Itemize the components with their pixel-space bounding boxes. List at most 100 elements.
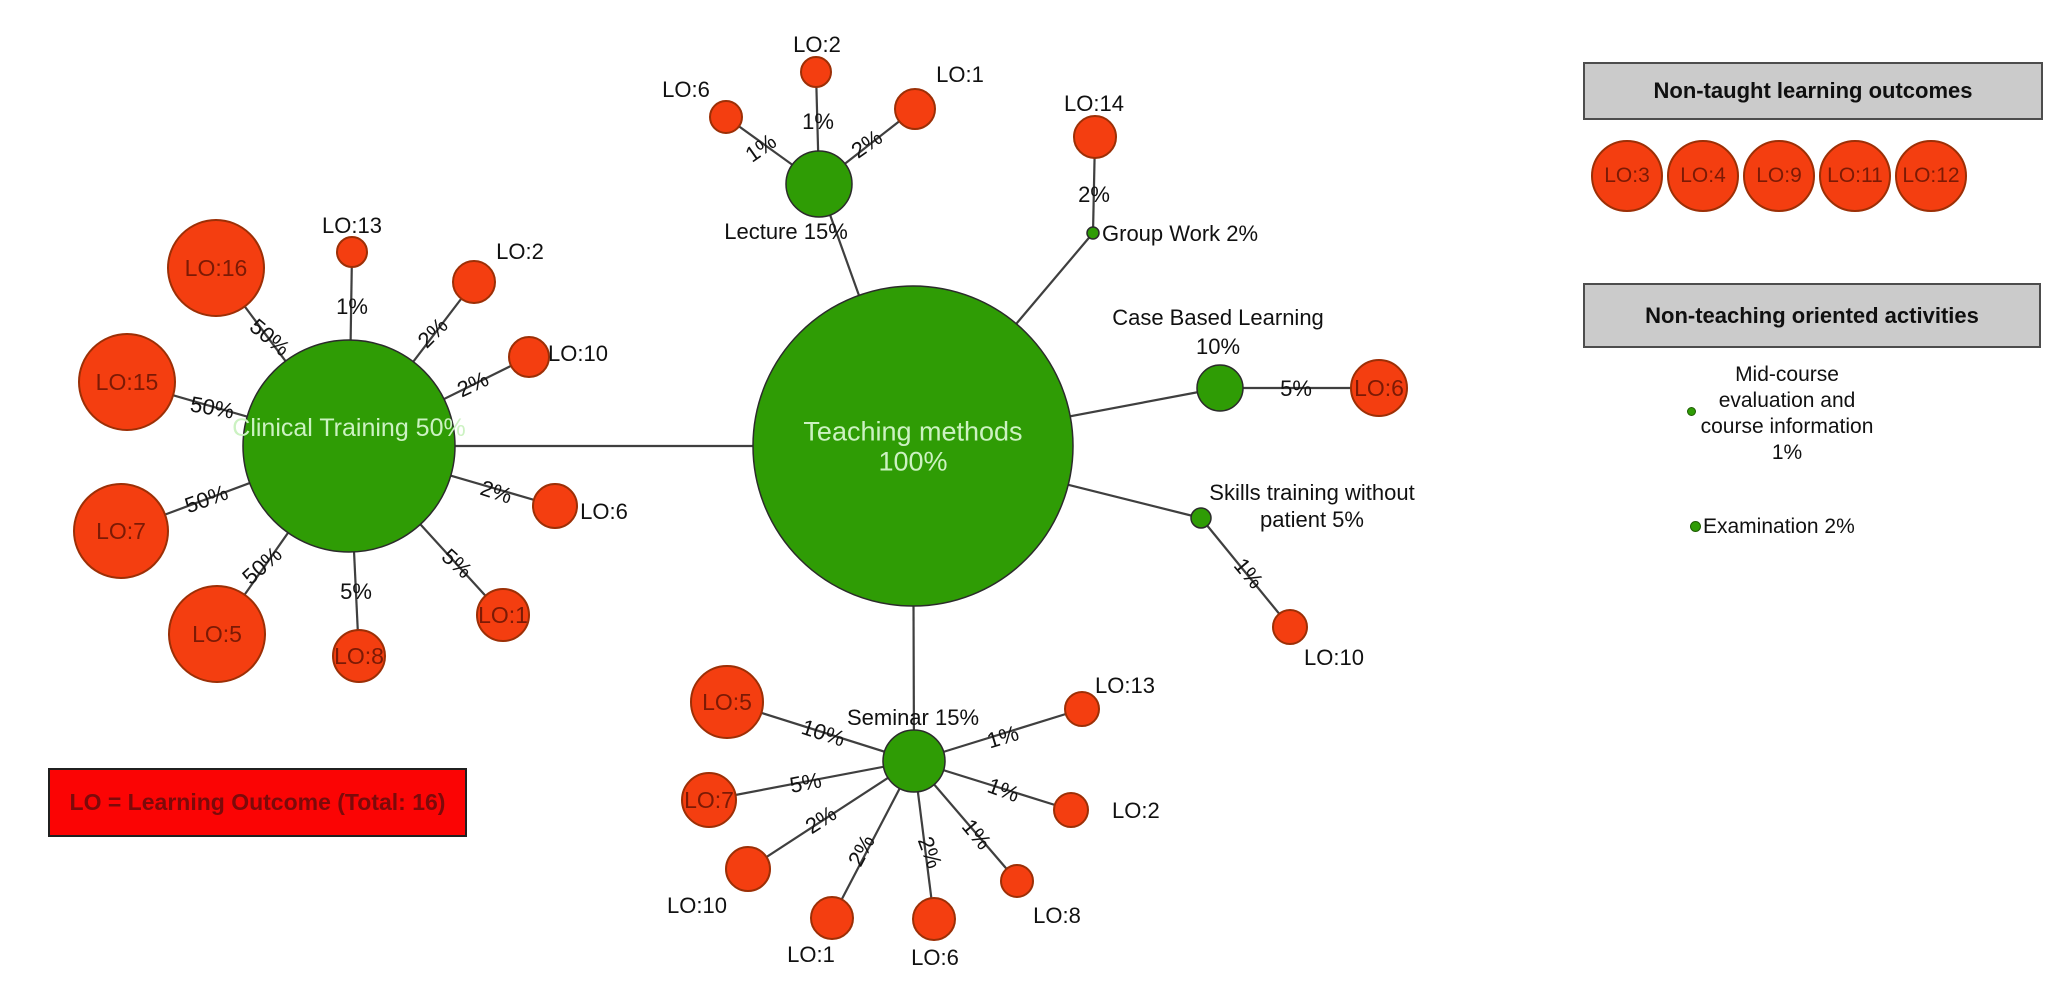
midcourse-line: course information	[1700, 415, 1874, 438]
edge-label-20: 2%	[913, 833, 947, 871]
legend-outcome-lo12: LO:12	[1895, 140, 1967, 212]
label-seminar: Seminar 15%	[847, 705, 979, 730]
edge-label-14: 5%	[1280, 376, 1312, 401]
node-sem_lo6	[912, 897, 956, 941]
label-cbl: 10%	[1196, 334, 1240, 359]
node-c_lo15	[78, 333, 176, 431]
legend-outcome-lo3: LO:3	[1591, 140, 1663, 212]
node-teaching	[752, 285, 1074, 607]
node-sem_lo1	[810, 896, 854, 940]
label-l-lo6: LO:6	[662, 77, 710, 102]
node-label-teaching: 100%	[878, 446, 947, 476]
label-c-lo10: LO:10	[548, 341, 608, 366]
node-seminar	[882, 729, 946, 793]
node-l_lo6	[709, 100, 743, 134]
node-c_lo8	[332, 629, 386, 683]
node-label-c_lo8: LO:8	[334, 643, 384, 669]
edge-label-21: 1%	[957, 814, 997, 854]
label-s-lo10: LO:10	[1304, 645, 1364, 670]
label-sem-lo13: LO:13	[1095, 673, 1155, 698]
legend-outcome-lo4: LO:4	[1667, 140, 1739, 212]
node-l_lo1	[894, 88, 936, 130]
node-c_lo2	[452, 260, 496, 304]
node-label-c_lo7: LO:7	[96, 518, 146, 544]
node-label-teaching: Teaching methods	[803, 416, 1022, 446]
node-c_lo1	[476, 588, 530, 642]
label-g-lo14: LO:14	[1064, 91, 1124, 116]
node-sem_lo5	[690, 665, 764, 739]
label-skills: Skills training without	[1209, 480, 1414, 505]
edge-skills-s_lo10	[1200, 517, 1291, 628]
edge-label-3: 50%	[237, 541, 286, 589]
node-c_lo13	[336, 236, 368, 268]
label-c-lo13: LO:13	[322, 213, 382, 238]
label-sem-lo10: LO:10	[667, 893, 727, 918]
label-c-lo2: LO:2	[496, 239, 544, 264]
edge-label-2: 50%	[181, 480, 231, 519]
edge-label-11: 1%	[802, 109, 834, 134]
label-cbl: Case Based Learning	[1112, 305, 1324, 330]
node-l_lo2	[800, 56, 832, 88]
node-label-c_lo16: LO:16	[185, 255, 248, 281]
midcourse-dot-icon	[1687, 407, 1696, 416]
legend-outcome-lo11: LO:11	[1819, 140, 1891, 212]
label-groupwork: Group Work 2%	[1102, 221, 1258, 246]
node-g_lo14	[1073, 115, 1117, 159]
edge-label-18: 2%	[801, 801, 841, 839]
label-l-lo1: LO:1	[936, 62, 984, 87]
lo-abbreviation-box: LO = Learning Outcome (Total: 16)	[48, 768, 467, 837]
node-label-c_lo15: LO:15	[96, 369, 159, 395]
edge-label-17: 5%	[788, 767, 824, 798]
legend-outcome-lo9: LO:9	[1743, 140, 1815, 212]
midcourse-line: evaluation and	[1718, 389, 1856, 412]
edge-seminar-sem_lo7	[708, 759, 915, 802]
node-s_lo10	[1272, 609, 1308, 645]
examination-dot-icon	[1690, 521, 1701, 532]
edge-seminar-sem_lo10	[747, 760, 915, 870]
edge-label-4: 1%	[336, 294, 368, 319]
node-label-c_lo1: LO:1	[478, 602, 528, 628]
edge-label-13: 2%	[1078, 182, 1110, 207]
label-sem-lo2: LO:2	[1112, 798, 1160, 823]
node-label-clinical: Clinical Training 50%	[232, 414, 465, 442]
edge-label-0: 50%	[245, 314, 295, 361]
node-label-c_lo5: LO:5	[192, 621, 242, 647]
label-skills: patient 5%	[1260, 507, 1364, 532]
label-sem-lo8: LO:8	[1033, 903, 1081, 928]
node-c_lo6	[532, 483, 578, 529]
edge-label-7: 2%	[477, 475, 515, 509]
label-c-lo6: LO:6	[580, 499, 628, 524]
edge-label-23: 1%	[984, 720, 1022, 753]
node-cbl_lo6	[1350, 359, 1408, 417]
node-sem_lo7	[681, 772, 737, 828]
node-label-cbl_lo6: LO:6	[1354, 375, 1404, 401]
node-sem_lo13	[1064, 691, 1100, 727]
label-sem-lo6: LO:6	[911, 945, 959, 970]
label-lecture: Lecture 15%	[724, 219, 848, 244]
midcourse-evaluation-label: Mid-course evaluation and course informati…	[1688, 362, 1886, 466]
node-c_lo7	[73, 483, 169, 579]
label-sem-lo1: LO:1	[787, 942, 835, 967]
edge-label-9: 5%	[340, 579, 372, 604]
node-sem_lo10	[725, 846, 771, 892]
node-sem_lo2	[1053, 792, 1089, 828]
node-c_lo10	[508, 336, 550, 378]
node-lecture	[785, 150, 853, 218]
edge-label-22: 1%	[984, 773, 1022, 807]
label-l-lo2: LO:2	[793, 32, 841, 57]
midcourse-line: 1%	[1771, 441, 1803, 464]
midcourse-line: Mid-course	[1735, 363, 1839, 386]
node-cbl	[1196, 364, 1244, 412]
legend-non-taught-title: Non-taught learning outcomes	[1583, 62, 2043, 120]
edge-label-1: 50%	[188, 391, 236, 423]
node-skills	[1190, 507, 1212, 529]
edge-label-16: 10%	[799, 714, 849, 751]
edge-label-10: 1%	[741, 128, 781, 167]
node-groupwork	[1086, 226, 1100, 240]
examination-label: Examination 2%	[1703, 515, 1855, 538]
legend-non-teaching-title: Non-teaching oriented activities	[1583, 283, 2041, 348]
legend-non-taught-outcomes: LO:3 LO:4 LO:9 LO:11 LO:12	[1591, 140, 1967, 212]
node-label-sem_lo5: LO:5	[702, 689, 752, 715]
